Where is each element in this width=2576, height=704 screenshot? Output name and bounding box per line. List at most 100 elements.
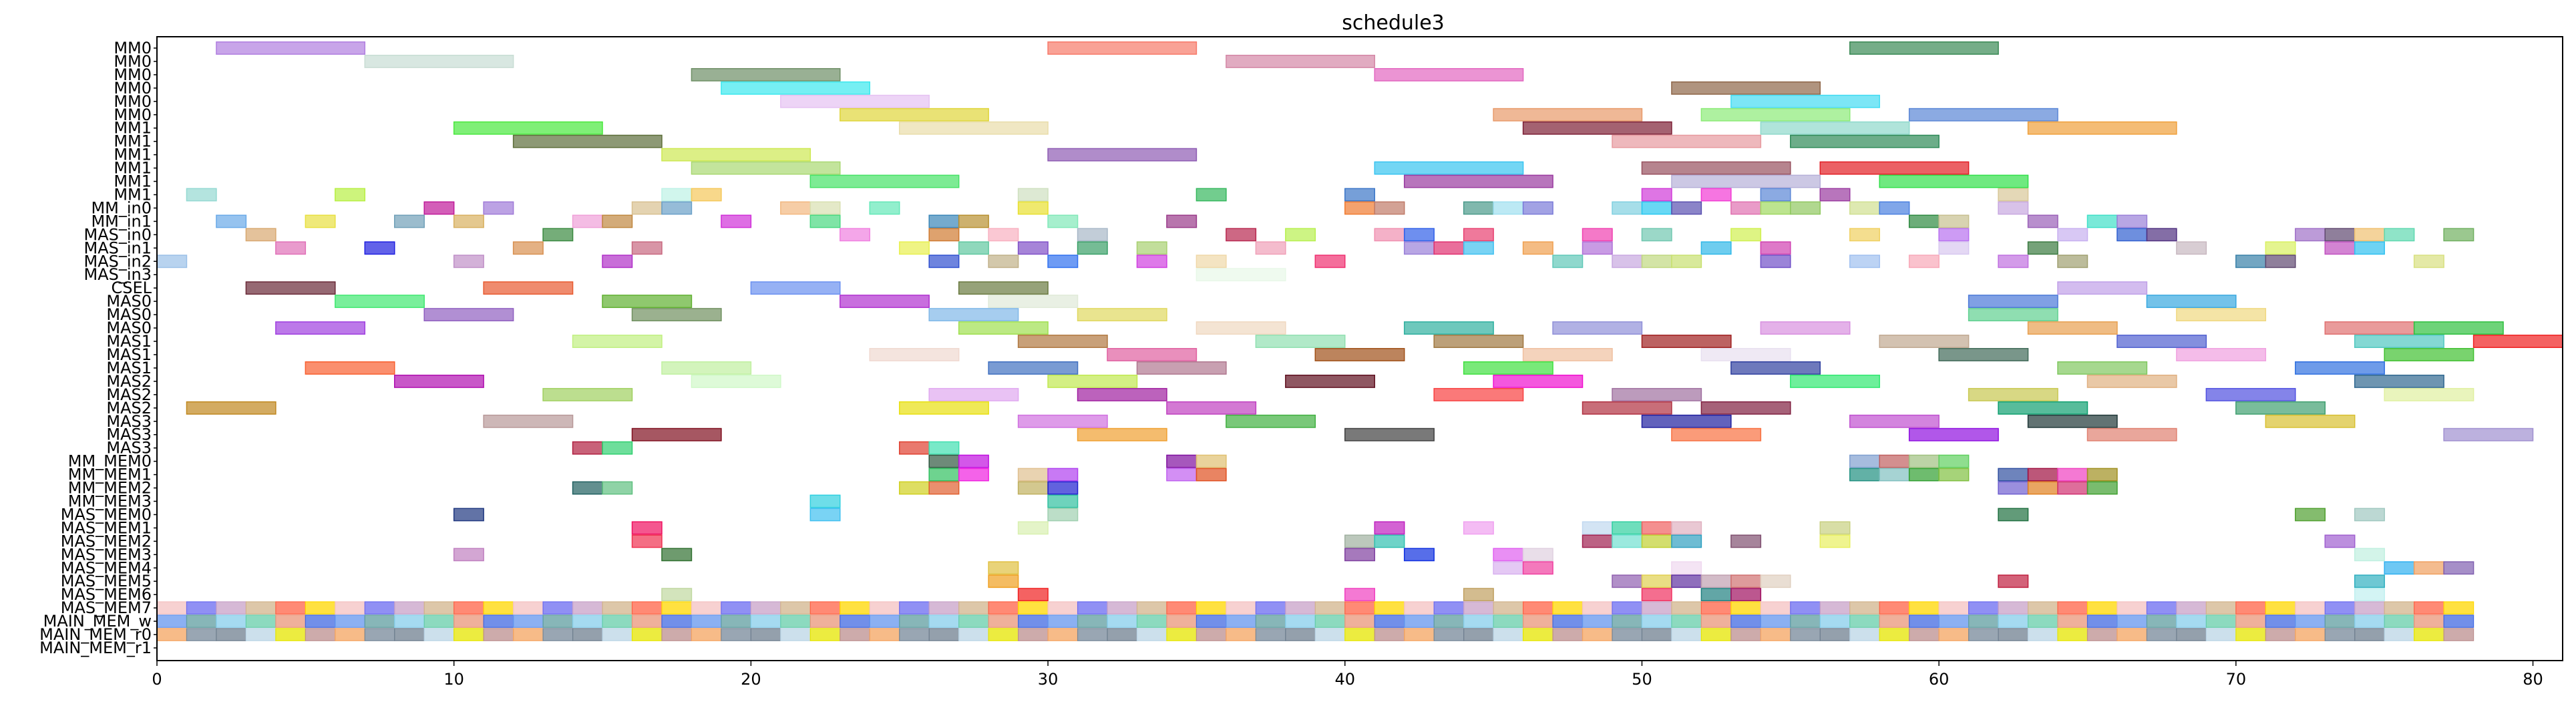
task-bar (809, 601, 841, 614)
row-label: MAS_MEM3 (61, 545, 152, 564)
task-bar (721, 601, 751, 614)
task-bar (2235, 628, 2266, 641)
task-bar (2354, 241, 2385, 255)
task-bar (928, 308, 1019, 322)
task-bar (2265, 414, 2356, 428)
task-bar (1790, 134, 1940, 148)
task-bar (1017, 414, 1108, 428)
task-bar (1017, 588, 1049, 602)
task-bar (1493, 561, 1524, 575)
task-bar (1612, 134, 1762, 148)
task-bar (2235, 601, 2266, 614)
task-bar (1493, 628, 1524, 641)
task-bar (2086, 468, 2118, 482)
task-bar (2117, 628, 2148, 641)
task-bar (1612, 614, 1643, 628)
task-bar (721, 628, 751, 641)
task-bar (1700, 108, 1851, 122)
task-bar (245, 601, 277, 614)
task-bar (1879, 335, 1970, 348)
task-bar (1968, 308, 2058, 322)
task-bar (1671, 174, 1821, 188)
task-bar (1760, 201, 1791, 215)
task-bar (2384, 614, 2415, 628)
task-bar (1226, 628, 1256, 641)
task-bar (2443, 561, 2474, 575)
task-bar (631, 427, 722, 442)
task-bar (1522, 614, 1553, 628)
task-bar (631, 534, 663, 548)
task-bar (691, 374, 781, 388)
task-bar (364, 614, 395, 628)
task-bar (1463, 628, 1494, 641)
task-bar (2265, 628, 2296, 641)
task-bar (1314, 628, 1346, 641)
task-bar (1790, 374, 1880, 388)
task-bar (631, 628, 663, 641)
task-bar (2235, 254, 2267, 269)
task-bar (2057, 614, 2088, 628)
task-bar (1612, 574, 1643, 588)
task-bar (869, 348, 960, 361)
task-bar (216, 614, 247, 628)
task-bar (2205, 387, 2296, 401)
task-bar (1730, 601, 1761, 614)
task-bar (721, 614, 751, 628)
task-bar (1582, 628, 1613, 641)
task-bar (631, 201, 663, 215)
row-label: MM0 (114, 65, 152, 84)
row-label: MAS2 (106, 399, 152, 417)
task-bar (1760, 601, 1791, 614)
row-label: MAS1 (106, 345, 152, 364)
task-bar (691, 601, 722, 614)
task-bar (1730, 228, 1762, 242)
task-bar (453, 628, 484, 641)
task-bar (394, 614, 425, 628)
task-bar (2027, 241, 2058, 255)
task-bar (1374, 201, 1405, 215)
task-bar (898, 121, 1049, 135)
task-bar (1760, 321, 1851, 335)
task-bar (1493, 548, 1524, 562)
task-bar (1582, 534, 1613, 548)
task-bar (364, 628, 395, 641)
task-bar (186, 188, 217, 202)
task-bar (1047, 374, 1138, 388)
task-bar (1671, 561, 1702, 575)
task-bar (928, 454, 960, 468)
task-bar (958, 454, 989, 468)
task-bar (1374, 67, 1524, 81)
task-bar (1671, 254, 1702, 269)
task-bar (869, 201, 900, 215)
task-bar (1790, 201, 1821, 215)
task-bar (1700, 574, 1732, 588)
plot-frame (156, 36, 2563, 661)
task-bar (1700, 348, 1791, 361)
task-bar (840, 628, 870, 641)
task-bar (1195, 454, 1227, 468)
task-bar (1730, 361, 1821, 375)
task-bar (1849, 228, 1880, 242)
task-bar (2295, 614, 2326, 628)
task-bar (958, 601, 989, 614)
task-bar (780, 601, 811, 614)
task-bar (1017, 481, 1049, 495)
task-bar (1612, 628, 1643, 641)
task-bar (898, 441, 930, 455)
task-bar (542, 601, 574, 614)
task-bar (364, 55, 514, 68)
task-bar (2205, 614, 2237, 628)
task-bar (2384, 228, 2415, 242)
task-bar (2413, 561, 2444, 575)
task-bar (1077, 308, 1167, 322)
task-bar (1700, 628, 1732, 641)
x-tick-label: 70 (2226, 670, 2247, 689)
task-bar (2443, 601, 2474, 614)
task-bar (1285, 374, 1375, 388)
task-bar (602, 481, 633, 495)
task-bar (1017, 188, 1049, 202)
task-bar (1166, 614, 1198, 628)
task-bar (513, 628, 544, 641)
task-bar (1938, 614, 1970, 628)
task-bar (840, 614, 870, 628)
